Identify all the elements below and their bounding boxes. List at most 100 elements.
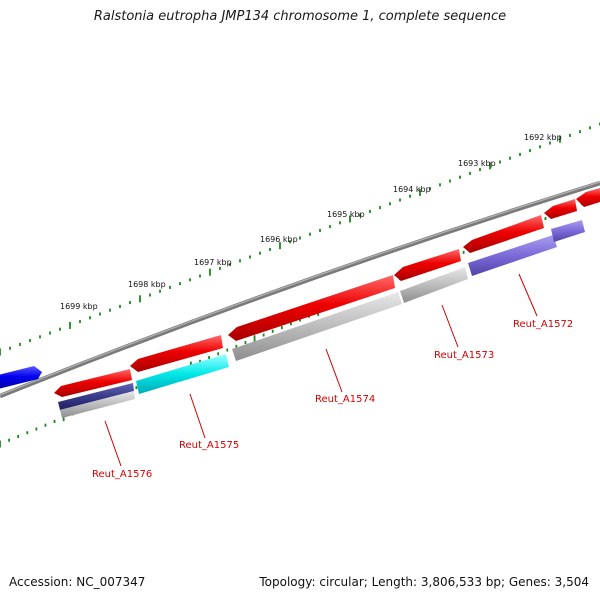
ruler-minor-tick (99, 312, 101, 316)
ruler-minor-tick (8, 438, 10, 442)
callout-line (441, 304, 459, 348)
ruler-minor-tick (208, 356, 210, 360)
ruler-minor-tick (569, 133, 571, 137)
ruler-minor-tick (449, 179, 451, 183)
ruler-minor-tick (549, 141, 551, 145)
chromosome-backbone-highlight (0, 181, 600, 396)
ruler-minor-tick (499, 160, 501, 164)
ruler-minor-tick (39, 335, 41, 339)
ruler-minor-tick (44, 423, 47, 427)
ruler-minor-tick (244, 341, 247, 345)
ruler-minor-tick (319, 228, 321, 232)
ruler-minor-tick (235, 344, 238, 348)
ruler-minor-tick (119, 304, 121, 308)
gene-block-reut-a1574 (232, 292, 402, 361)
ruler-major-tick (419, 188, 421, 196)
gene-label: Reut_A1576 (92, 469, 152, 480)
ruler-minor-tick (53, 419, 56, 423)
ruler-minor-tick (226, 348, 229, 352)
ruler-minor-tick (179, 282, 181, 286)
ruler-minor-tick (135, 386, 138, 390)
forward-feature-2 (576, 188, 600, 207)
reverse-strand-gene-arrow (0, 366, 42, 389)
ruler-minor-tick (149, 293, 151, 297)
ruler-minor-tick (89, 316, 91, 320)
callout-line (518, 273, 538, 317)
ruler-minor-tick (359, 213, 361, 217)
ruler-minor-tick (26, 431, 29, 435)
ruler-minor-tick (199, 274, 201, 278)
ruler-minor-tick (189, 278, 191, 282)
gene-block-1 (551, 220, 585, 242)
ruler-minor-tick (459, 175, 461, 179)
gene-label: Reut_A1574 (315, 394, 375, 405)
ruler-minor-tick (309, 232, 311, 236)
callout-line (325, 348, 343, 393)
ruler-minor-tick (479, 168, 481, 172)
ruler-minor-tick (369, 209, 371, 213)
ruler-minor-tick (219, 266, 221, 270)
gene-block-reut-a1575 (136, 354, 229, 394)
ruler-minor-tick (259, 251, 261, 255)
chromosome-backbone (0, 180, 600, 399)
ruler-minor-tick (239, 259, 241, 263)
ruler-minor-tick (269, 247, 271, 251)
ruler-minor-tick (519, 152, 521, 156)
kbp-ruler: 1699 kbp 1698 kbp 1697 kbp 1696 kbp 1695 kbp… (0, 122, 600, 448)
ruler-minor-tick (399, 198, 401, 202)
ruler-minor-tick (339, 221, 341, 225)
ruler-minor-tick (379, 206, 381, 210)
ruler-minor-tick (9, 346, 11, 350)
ruler-minor-tick (19, 342, 21, 346)
ruler-major-tick (279, 242, 281, 250)
ruler-minor-tick (129, 301, 131, 305)
ruler-minor-tick (109, 308, 111, 312)
ruler-minor-tick (229, 263, 231, 267)
ruler-minor-tick (49, 331, 51, 335)
forward-feature-a1574 (228, 275, 395, 341)
ruler-minor-tick (169, 285, 171, 289)
gene-label: Reut_A1572 (513, 319, 573, 330)
forward-feature-a1575 (130, 335, 223, 372)
ruler-minor-tick (439, 183, 441, 187)
ruler-minor-tick (17, 434, 20, 438)
gene-label: Reut_A1573 (434, 350, 494, 361)
forward-feature-a1572 (463, 215, 544, 253)
kbp-label: 1697 kbp (194, 258, 232, 267)
kbp-label: 1698 kbp (128, 280, 166, 289)
ruler-minor-tick (262, 333, 265, 337)
ruler-minor-tick (389, 202, 391, 206)
ruler-minor-tick (35, 427, 38, 431)
gene-callouts: Reut_A1576 Reut_A1575 Reut_A1574 Reut_A1573… (92, 273, 573, 480)
ruler-major-tick (0, 440, 1, 448)
kbp-label: 1695 kbp (327, 210, 365, 219)
ruler-minor-tick (289, 240, 291, 244)
ruler-minor-tick (299, 236, 301, 240)
gene-block-reut-a1572 (468, 235, 557, 276)
ruler-minor-tick (217, 352, 220, 356)
ruler-minor-tick (409, 194, 411, 198)
ruler-minor-tick (469, 171, 471, 175)
genome-summary-text: Topology: circular; Length: 3,806,533 bp… (259, 575, 589, 589)
ruler-major-tick (253, 335, 256, 343)
ruler-major-tick (349, 215, 351, 223)
ruler-minor-tick (329, 225, 331, 229)
gene-block-reut-a1573 (400, 267, 468, 303)
ruler-minor-tick (429, 187, 431, 191)
ruler-minor-tick (280, 326, 283, 330)
kbp-label: 1692 kbp (524, 133, 562, 142)
ruler-minor-tick (59, 327, 61, 331)
ruler-minor-tick (589, 126, 591, 130)
kbp-label: 1694 kbp (393, 185, 431, 194)
ruler-minor-tick (29, 339, 31, 343)
ruler-major-tick (0, 348, 1, 356)
ruler-major-tick (489, 162, 491, 170)
gene-label: Reut_A1575 (179, 440, 239, 451)
ruler-major-tick (62, 414, 65, 422)
accession-text: Accession: NC_007347 (9, 575, 146, 589)
kbp-label: 1699 kbp (60, 302, 98, 311)
ruler-major-tick (559, 135, 561, 143)
ruler-minor-tick (462, 250, 465, 254)
ruler-minor-tick (199, 359, 201, 363)
